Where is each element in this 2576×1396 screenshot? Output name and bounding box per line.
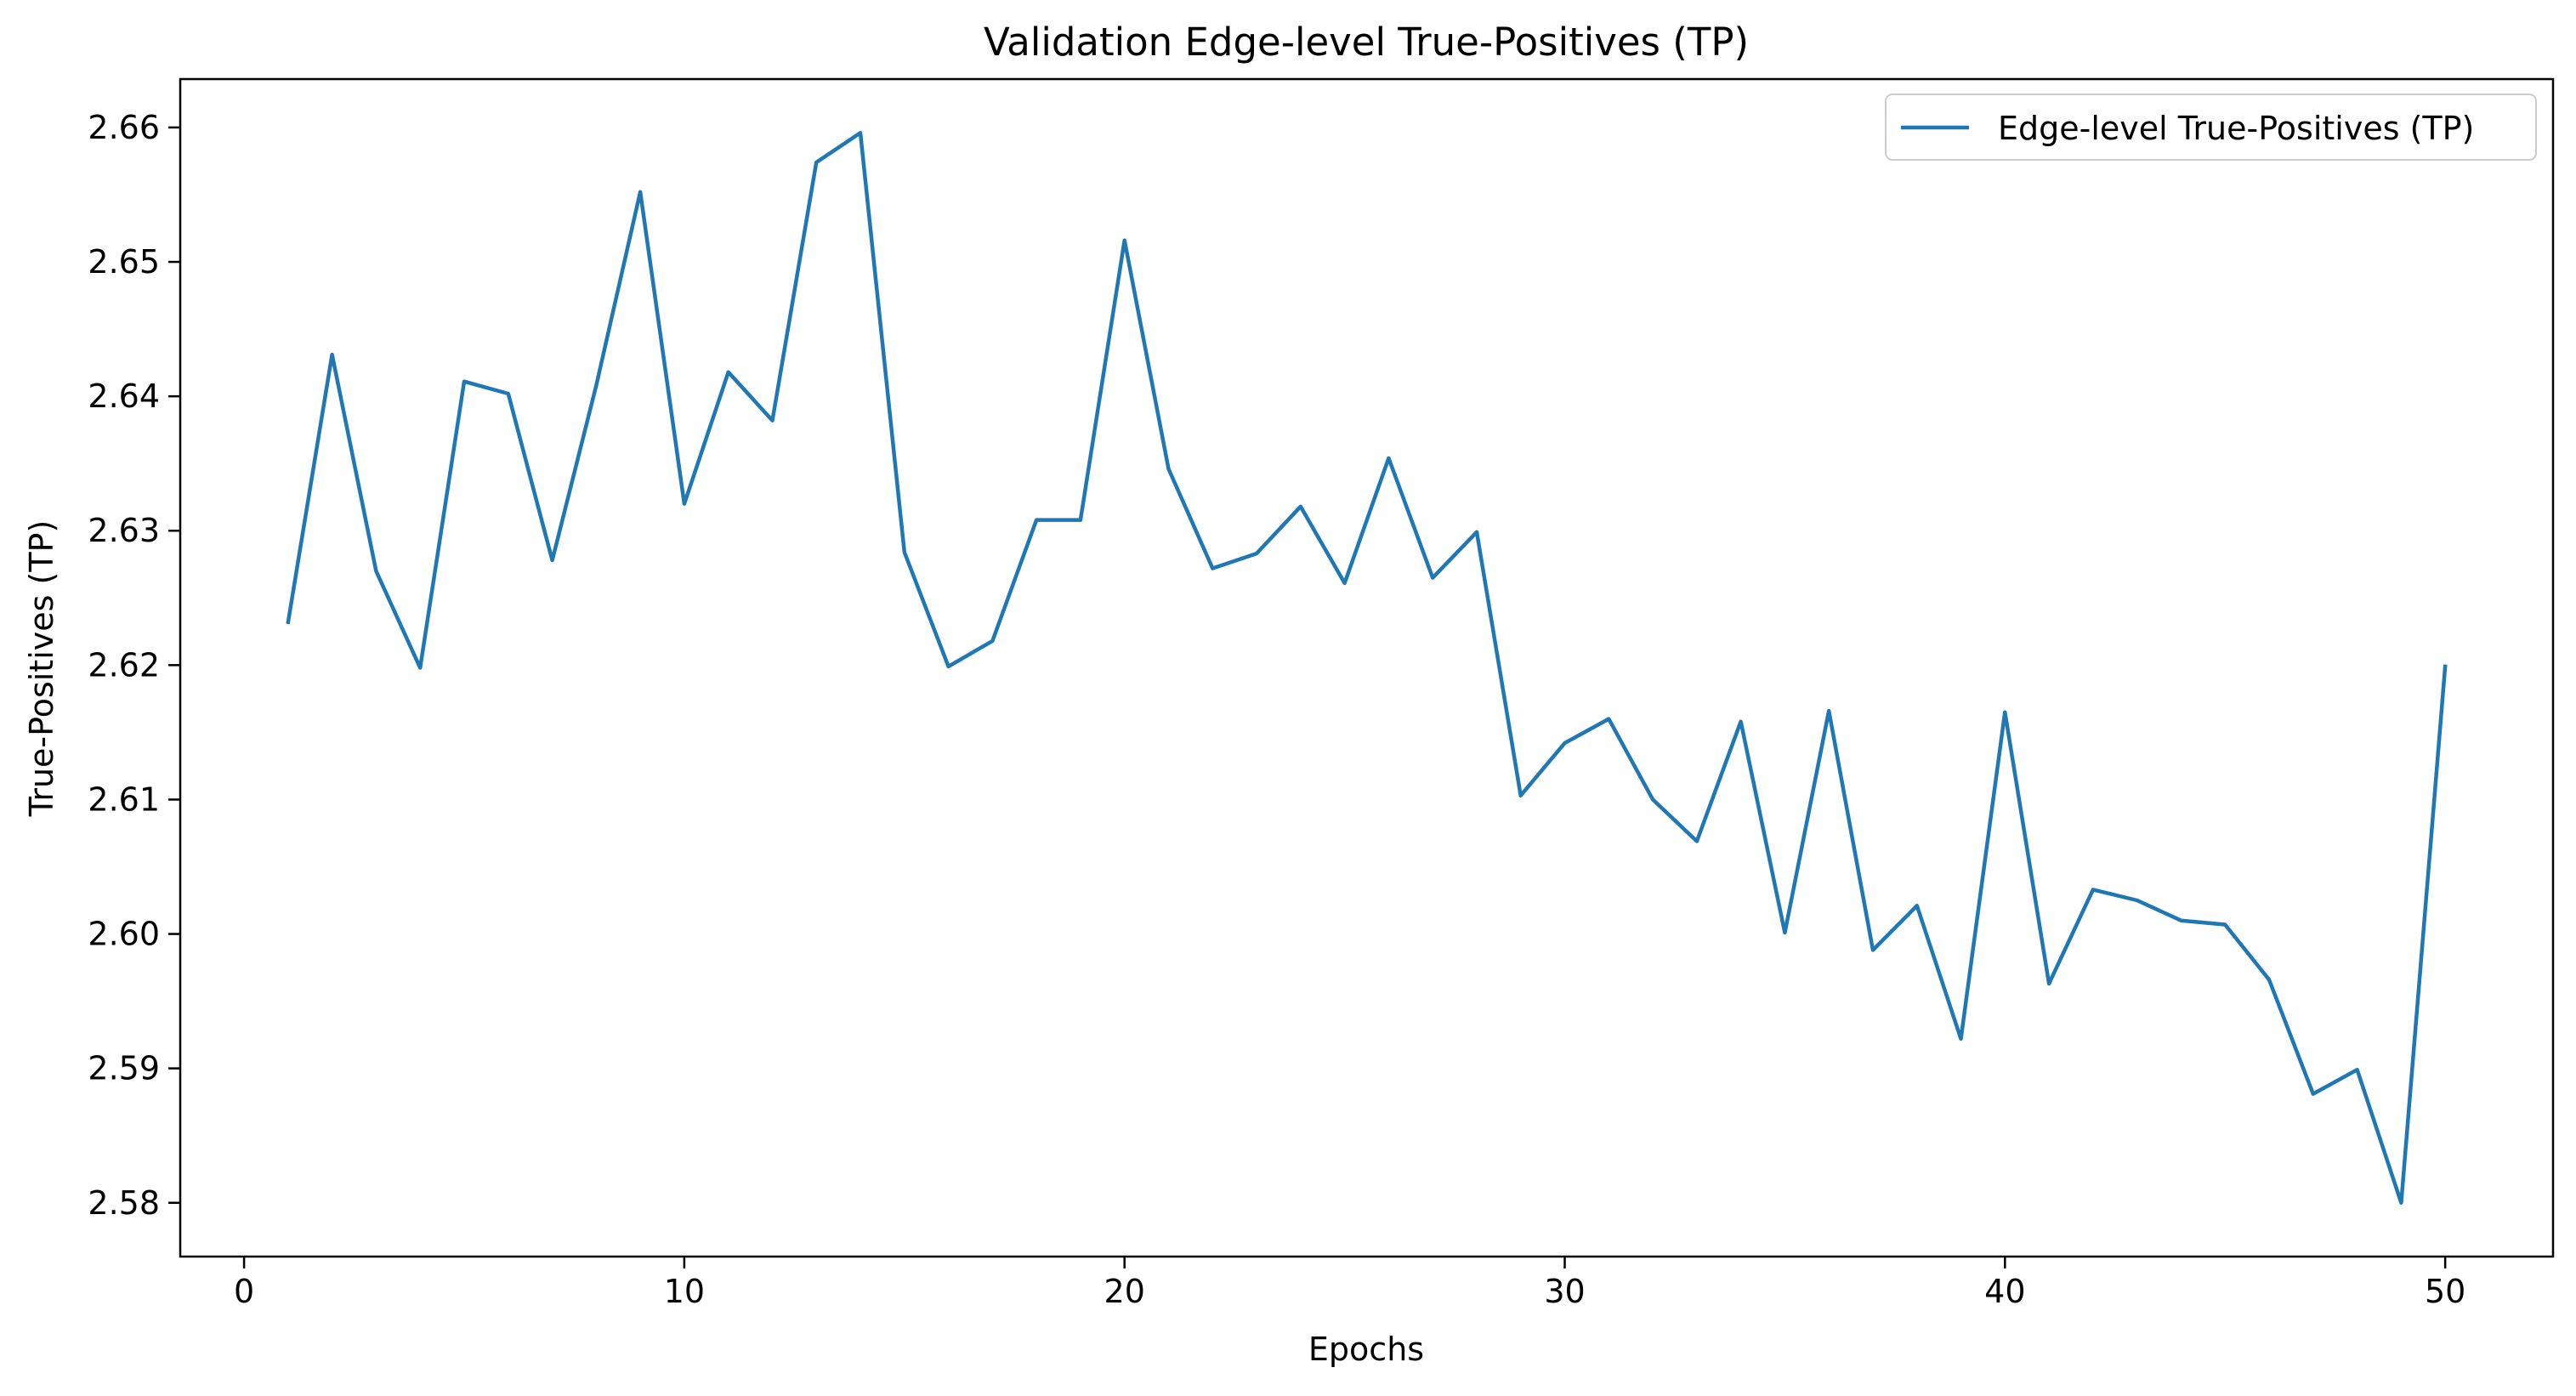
- x-axis: 0 10 20 30 40 50: [234, 1257, 2465, 1310]
- y-tick-label: 2.65: [88, 243, 160, 281]
- y-tick-label: 2.62: [88, 646, 160, 684]
- y-tick-label: 2.63: [88, 512, 160, 549]
- x-tick-label: 30: [1544, 1273, 1585, 1310]
- legend-box: [1885, 94, 2537, 161]
- series-layer: [286, 130, 2448, 1206]
- legend-label: Edge-level True-Positives (TP): [1998, 110, 2474, 147]
- y-axis-label: True-Positives (TP): [23, 520, 60, 818]
- series-line: [286, 130, 2448, 1206]
- x-axis-label: Epochs: [1308, 1331, 1424, 1368]
- y-axis: 2.58 2.59 2.60 2.61 2.62 2.63 2.64 2.65 2.66: [88, 109, 180, 1222]
- legend: Edge-level True-Positives (TP): [1885, 94, 2537, 161]
- plot-frame: [179, 77, 2555, 1258]
- x-tick-label: 10: [664, 1273, 705, 1310]
- y-tick-label: 2.64: [88, 377, 160, 415]
- y-tick-label: 2.66: [88, 109, 160, 146]
- x-tick-label: 20: [1104, 1273, 1145, 1310]
- y-tick-label: 2.58: [88, 1184, 160, 1222]
- y-tick-label: 2.59: [88, 1050, 160, 1087]
- chart-title: Validation Edge-level True-Positives (TP…: [984, 20, 1749, 65]
- y-tick-label: 2.61: [88, 780, 160, 818]
- y-tick-label: 2.60: [88, 916, 160, 953]
- x-tick-label: 50: [2425, 1273, 2465, 1310]
- x-tick-label: 0: [234, 1273, 254, 1310]
- x-tick-label: 40: [1984, 1273, 2025, 1310]
